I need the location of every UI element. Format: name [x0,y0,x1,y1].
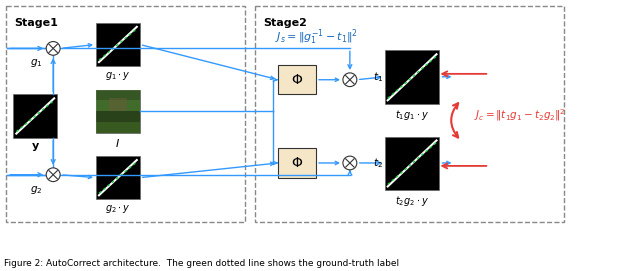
Bar [96,89,140,133]
Bar [109,98,127,111]
Circle shape [343,156,357,170]
Text: Figure 2: AutoCorrect architecture.  The green dotted line shows the ground-trut: Figure 2: AutoCorrect architecture. The … [4,259,399,268]
Text: $\mathbf{y}$: $\mathbf{y}$ [31,141,40,153]
Bar [278,148,316,178]
Bar [6,6,245,222]
Circle shape [46,168,60,182]
Text: $J_c = \|t_1g_1 - t_2g_2\|^2$: $J_c = \|t_1g_1 - t_2g_2\|^2$ [474,108,566,123]
Bar [255,6,564,222]
Text: Stage1: Stage1 [14,18,58,28]
Bar [13,94,57,137]
Text: $\Phi$: $\Phi$ [291,73,303,87]
Bar [96,156,140,199]
Text: $\Phi$: $\Phi$ [291,156,303,170]
Bar [278,65,316,94]
Text: $t_2$: $t_2$ [373,157,383,170]
Text: $g_2 \cdot y$: $g_2 \cdot y$ [105,203,131,215]
Text: $t_2 g_2 \cdot y$: $t_2 g_2 \cdot y$ [395,194,429,208]
Text: $g_2$: $g_2$ [30,183,42,196]
Bar [96,23,140,66]
Text: $J_s = \|g_1^{-1} - t_1\|^2$: $J_s = \|g_1^{-1} - t_1\|^2$ [275,28,358,47]
Bar [96,100,140,111]
Circle shape [46,41,60,55]
Bar [96,111,140,122]
Bar [96,89,140,100]
Circle shape [343,73,357,87]
Text: $I$: $I$ [115,137,120,149]
Text: $g_1$: $g_1$ [30,57,42,69]
Bar [385,50,440,104]
Text: $t_1$: $t_1$ [372,70,383,84]
Text: Stage2: Stage2 [263,18,307,28]
Text: $t_1 g_1 \cdot y$: $t_1 g_1 \cdot y$ [395,108,429,122]
Bar [96,122,140,133]
Bar [385,137,440,191]
Text: $g_1 \cdot y$: $g_1 \cdot y$ [105,70,131,82]
